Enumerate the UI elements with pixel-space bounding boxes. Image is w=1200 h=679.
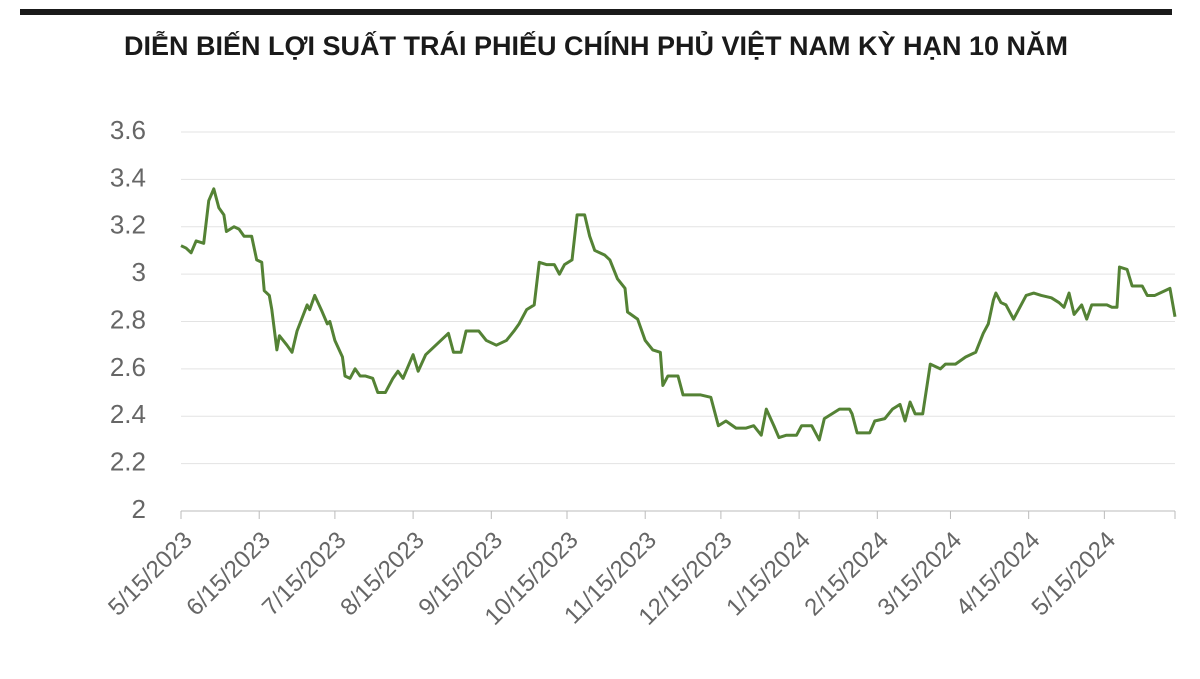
y-tick-label: 2.4 <box>110 399 146 429</box>
chart-title: DIỄN BIẾN LỢI SUẤT TRÁI PHIẾU CHÍNH PHỦ … <box>124 29 1068 61</box>
y-tick-label: 3 <box>132 257 146 287</box>
x-tick-label: 5/15/2023 <box>103 527 198 622</box>
x-tick-label: 7/15/2023 <box>257 527 352 622</box>
y-tick-label: 2 <box>132 494 146 524</box>
y-tick-label: 2.6 <box>110 352 146 382</box>
x-tick-label: 5/15/2024 <box>1026 527 1121 622</box>
y-tick-label: 3.6 <box>110 115 146 145</box>
y-tick-label: 2.8 <box>110 304 146 334</box>
y-tick-label: 3.4 <box>110 162 146 192</box>
top-rule <box>20 9 1172 15</box>
yield-line <box>180 187 1177 442</box>
x-tick-label: 8/15/2023 <box>335 527 430 622</box>
x-tick-label: 1/15/2024 <box>721 527 816 622</box>
y-tick-label: 3.2 <box>110 210 146 240</box>
y-tick-label: 2.2 <box>110 447 146 477</box>
